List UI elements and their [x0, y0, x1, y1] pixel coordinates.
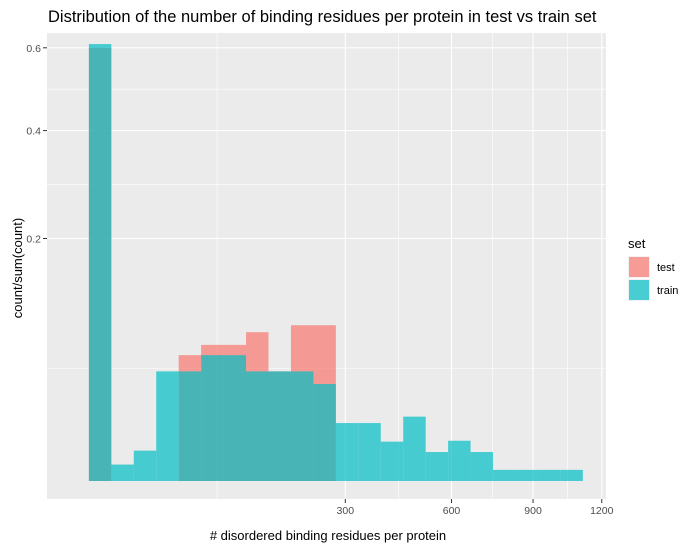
bar-train — [448, 440, 471, 481]
y-axis: 0.2 0.4 0.6 — [26, 43, 47, 245]
y-tick-label: 0.2 — [26, 233, 41, 245]
bar-train — [313, 383, 336, 481]
bar-train — [201, 355, 224, 481]
bar-train — [335, 423, 359, 481]
bar-train — [178, 371, 202, 481]
legend-label-train: train — [657, 285, 678, 297]
x-tick-label: 600 — [443, 505, 461, 517]
bar-train — [560, 469, 583, 481]
y-tick-label: 0.4 — [26, 126, 41, 138]
bar-train — [268, 371, 291, 481]
x-tick-label: 1200 — [590, 505, 614, 517]
legend: set test train — [628, 236, 678, 301]
legend-swatch-train — [629, 280, 649, 300]
bar-train — [246, 371, 269, 481]
x-tick-label: 900 — [524, 505, 542, 517]
major-gridlines — [47, 33, 606, 499]
bar-train — [156, 371, 179, 481]
bar-train — [380, 441, 404, 481]
legend-swatch-test — [629, 257, 649, 277]
legend-label-test: test — [657, 262, 675, 274]
y-tick-label: 0.6 — [26, 43, 41, 55]
bar-train — [537, 469, 561, 481]
bar-train — [470, 452, 494, 481]
minor-gridlines — [47, 33, 606, 499]
bar-train — [223, 355, 247, 481]
bar-train — [425, 452, 449, 481]
x-tick-label: 300 — [337, 505, 355, 517]
bar-train — [403, 416, 426, 481]
histogram-bars — [88, 44, 583, 482]
bar-train — [111, 464, 134, 481]
bar-train — [290, 371, 314, 481]
bar-train — [493, 469, 516, 481]
x-axis-title: # disordered binding residues per protei… — [210, 528, 446, 543]
chart-title: Distribution of the number of binding re… — [48, 8, 597, 26]
bar-train — [515, 469, 538, 481]
bar-train — [88, 44, 112, 482]
bar-train — [133, 450, 157, 481]
bar-train — [358, 423, 381, 481]
y-axis-title: count/sum(count) — [10, 218, 25, 318]
legend-title: set — [628, 236, 646, 251]
x-axis: 300 600 900 1200 — [337, 499, 614, 517]
